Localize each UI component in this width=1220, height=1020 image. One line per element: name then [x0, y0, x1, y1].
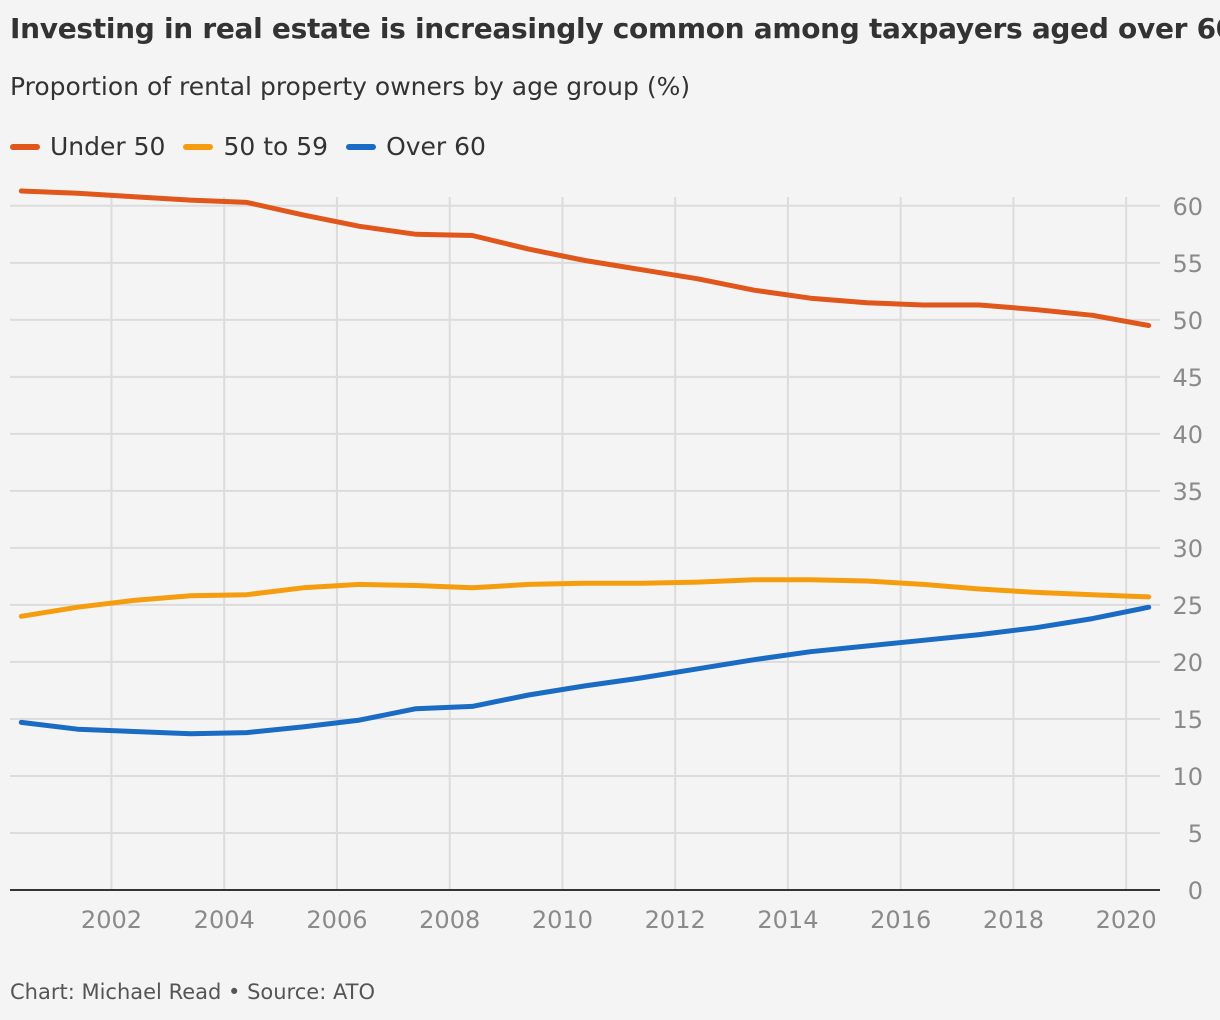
legend-swatch-under-50 [10, 143, 40, 150]
legend-swatch-50-to-59 [183, 143, 214, 150]
y-tick-label-0: 0 [1188, 877, 1203, 905]
y-tick-label-35: 35 [1172, 478, 1203, 506]
legend-swatch-over-60 [346, 143, 377, 150]
x-tick-label-2002: 2002 [81, 906, 142, 934]
chart-source: Chart: Michael Read • Source: ATO [10, 980, 376, 1004]
chart-title: Investing in real estate is increasingly… [10, 12, 1220, 45]
legend-item-over-60: Over 60 [346, 132, 486, 161]
y-tick-label-25: 25 [1172, 592, 1203, 620]
y-tick-label-5: 5 [1188, 820, 1203, 848]
x-tick-label-2008: 2008 [419, 906, 480, 934]
y-tick-label-30: 30 [1172, 535, 1203, 563]
x-tick-label-2010: 2010 [532, 906, 593, 934]
y-tick-label-50: 50 [1172, 307, 1203, 335]
y-tick-label-60: 60 [1172, 193, 1203, 221]
legend-item-50-to-59: 50 to 59 [183, 132, 328, 161]
y-tick-label-15: 15 [1172, 706, 1203, 734]
x-tick-label-2012: 2012 [645, 906, 706, 934]
x-tick-label-2014: 2014 [757, 906, 818, 934]
x-tick-label-2016: 2016 [870, 906, 931, 934]
x-tick-label-2004: 2004 [194, 906, 255, 934]
y-tick-label-10: 10 [1172, 763, 1203, 791]
x-tick-label-2020: 2020 [1096, 906, 1157, 934]
series-lines [18, 188, 1152, 737]
y-gridlines [10, 204, 1160, 834]
legend-label-over-60: Over 60 [386, 132, 486, 161]
series-line-over-60 [18, 604, 1152, 737]
series-line-under-50 [18, 188, 1152, 328]
y-tick-label-40: 40 [1172, 421, 1203, 449]
y-tick-label-55: 55 [1172, 250, 1203, 278]
x-tick-label-2006: 2006 [306, 906, 367, 934]
legend-label-under-50: Under 50 [50, 132, 166, 161]
legend: Under 50 50 to 59 Over 60 [10, 132, 504, 161]
x-axis-ticks: 2002 2004 2006 2008 2010 2012 2014 2016 2018 2020 [81, 906, 1157, 934]
y-tick-label-45: 45 [1172, 364, 1203, 392]
legend-label-50-to-59: 50 to 59 [223, 132, 329, 161]
chart-subtitle: Proportion of rental property owners by … [10, 72, 691, 101]
x-tick-label-2018: 2018 [983, 906, 1044, 934]
series-line-50-to-59 [18, 577, 1152, 619]
legend-item-under-50: Under 50 [10, 132, 165, 161]
x-gridlines [110, 197, 1128, 890]
y-tick-label-20: 20 [1172, 649, 1203, 677]
y-axis-ticks: 0 5 10 15 20 25 30 35 40 45 50 55 60 [1172, 193, 1203, 905]
